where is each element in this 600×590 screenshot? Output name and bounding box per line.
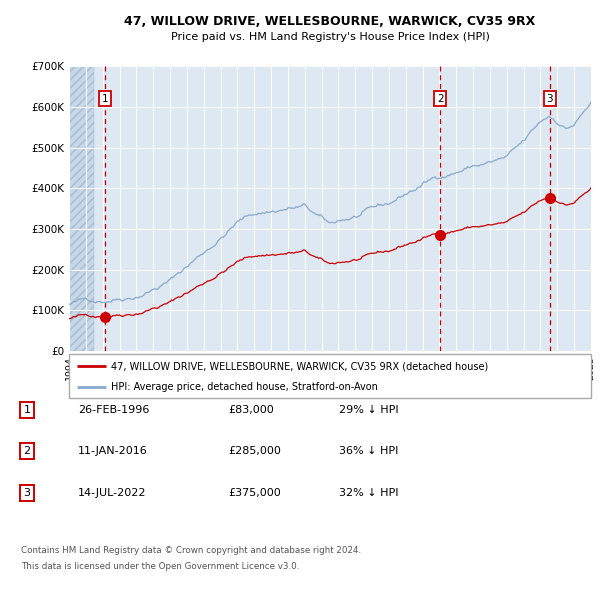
Text: Price paid vs. HM Land Registry's House Price Index (HPI): Price paid vs. HM Land Registry's House … [170, 32, 490, 42]
Text: 2: 2 [23, 447, 31, 456]
Text: £375,000: £375,000 [228, 488, 281, 497]
Text: 47, WILLOW DRIVE, WELLESBOURNE, WARWICK, CV35 9RX (detached house): 47, WILLOW DRIVE, WELLESBOURNE, WARWICK,… [111, 361, 488, 371]
Text: Contains HM Land Registry data © Crown copyright and database right 2024.: Contains HM Land Registry data © Crown c… [21, 546, 361, 555]
Text: 47, WILLOW DRIVE, WELLESBOURNE, WARWICK, CV35 9RX: 47, WILLOW DRIVE, WELLESBOURNE, WARWICK,… [124, 15, 536, 28]
Text: 1: 1 [101, 94, 108, 104]
Text: £83,000: £83,000 [228, 405, 274, 415]
Text: HPI: Average price, detached house, Stratford-on-Avon: HPI: Average price, detached house, Stra… [111, 382, 377, 392]
Text: 11-JAN-2016: 11-JAN-2016 [78, 447, 148, 456]
Text: 29% ↓ HPI: 29% ↓ HPI [339, 405, 398, 415]
Text: 14-JUL-2022: 14-JUL-2022 [78, 488, 146, 497]
Text: 32% ↓ HPI: 32% ↓ HPI [339, 488, 398, 497]
Text: 36% ↓ HPI: 36% ↓ HPI [339, 447, 398, 456]
Text: 1: 1 [23, 405, 31, 415]
Text: 26-FEB-1996: 26-FEB-1996 [78, 405, 149, 415]
Text: 3: 3 [546, 94, 553, 104]
Bar [69, 66, 94, 351]
Text: 2: 2 [437, 94, 443, 104]
Text: £285,000: £285,000 [228, 447, 281, 456]
Text: This data is licensed under the Open Government Licence v3.0.: This data is licensed under the Open Gov… [21, 562, 299, 571]
Text: 3: 3 [23, 488, 31, 497]
